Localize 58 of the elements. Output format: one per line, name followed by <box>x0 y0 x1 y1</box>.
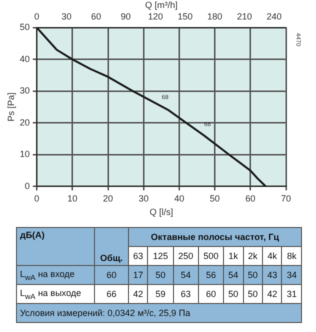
data-label: 66 <box>94 284 128 304</box>
y-tick-label: 10 <box>20 149 30 160</box>
y-tick-label: 40 <box>20 54 30 64</box>
x-tick-label: 20 <box>103 193 114 204</box>
x2-tick-label: 0 <box>34 12 40 22</box>
x-tick-label: 40 <box>174 193 184 204</box>
data-label: 54 <box>224 266 244 284</box>
x2-tick-label: 60 <box>91 12 102 22</box>
x2-tick-label: 240 <box>266 12 282 22</box>
x-tick-label: 8k <box>282 246 302 266</box>
data-label: 31 <box>282 284 302 304</box>
data-label: 60 <box>94 266 128 284</box>
x-tick-label: 10 <box>67 193 78 204</box>
data-label: 50 <box>243 284 262 304</box>
x2-tick-label: 120 <box>148 12 163 22</box>
x2-tick-label: 210 <box>236 12 252 22</box>
y-tick-label: L$_{wA}$ на выходе <box>16 284 94 304</box>
y-tick-label: 20 <box>20 117 30 128</box>
data-label: 42 <box>262 284 282 304</box>
data-label: 42 <box>128 284 148 304</box>
x-tick-label: 70 <box>280 193 292 204</box>
data-label: 59 <box>148 284 174 304</box>
y-axis-title: дБ(А) <box>16 228 94 266</box>
data-label: 50 <box>243 266 262 284</box>
text: Условия измерений: 0,0342 м³/с, 25,9 Па <box>16 304 302 322</box>
data-label: 43 <box>262 266 282 284</box>
y-tick-label: L$_{wA}$ на входе <box>16 266 94 284</box>
data-label: 60 <box>198 284 224 304</box>
data-label: 50 <box>224 284 244 304</box>
x-tick-label: 0 <box>34 193 40 204</box>
chart-title: Октавные полосы частот, Гц <box>128 228 302 246</box>
x-tick-label: 4k <box>262 246 282 266</box>
y-tick-label: 0 <box>24 180 30 191</box>
data-label: 56 <box>198 266 224 284</box>
data-label: 17 <box>128 266 148 284</box>
x-axis-title: Q [l/s] <box>150 207 174 218</box>
x2-axis-title: Q [m³/h] <box>145 0 178 10</box>
x-tick-label: Общ. <box>94 228 128 266</box>
y-tick-label: 30 <box>20 86 30 96</box>
x-tick-label: 63 <box>128 246 148 266</box>
data-label: 34 <box>282 266 302 284</box>
x-tick-label: 50 <box>210 193 220 204</box>
data-label: 50 <box>148 266 174 284</box>
y-tick-label: 50 <box>20 22 30 32</box>
x-tick-label: 2k <box>243 246 262 266</box>
x-tick-label: 500 <box>198 246 224 266</box>
data-label: 54 <box>173 266 198 284</box>
x-tick-label: 30 <box>138 193 149 204</box>
data-label: 63 <box>173 284 198 304</box>
y-axis-title: Ps [Pa] <box>6 92 16 122</box>
x-tick-label: 1k <box>224 246 244 266</box>
x2-tick-label: 180 <box>207 12 222 22</box>
x-tick-label: 60 <box>245 193 256 204</box>
x2-tick-label: 90 <box>120 12 131 22</box>
x-tick-label: 125 <box>148 246 174 266</box>
x-tick-label: 250 <box>173 246 198 266</box>
x2-tick-label: 150 <box>178 12 193 22</box>
x2-tick-label: 30 <box>61 12 72 22</box>
